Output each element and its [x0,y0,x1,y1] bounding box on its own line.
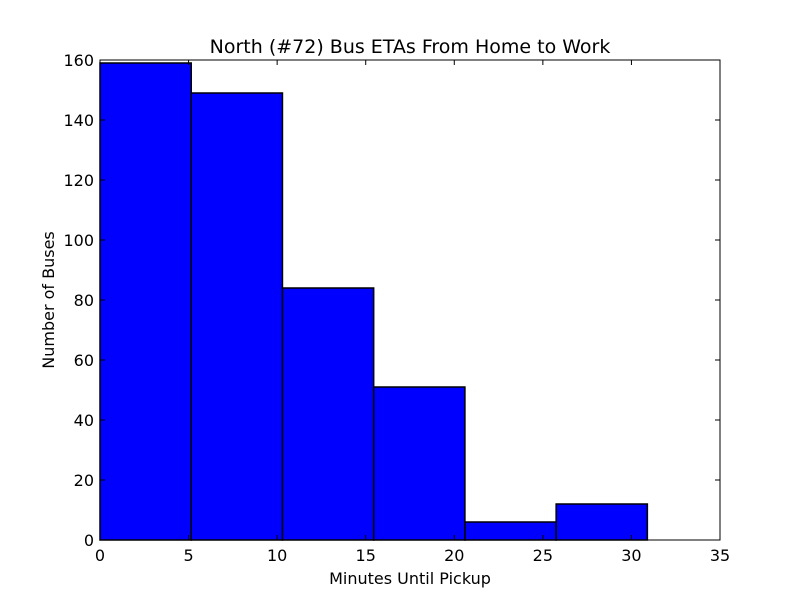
x-tick-label-30: 30 [621,546,641,565]
y-tick-label-20: 20 [74,471,94,490]
y-tick-label-60: 60 [74,351,94,370]
x-tick-label-35: 35 [710,546,730,565]
x-tick-label-20: 20 [444,546,464,565]
histogram-bar-3 [372,386,466,541]
x-tick-label-10: 10 [267,546,287,565]
plot-frame [99,59,721,541]
histogram-bar-0 [99,62,192,541]
x-tick-label-15: 15 [356,546,376,565]
y-tick-label-140: 140 [63,111,94,130]
y-tick-label-160: 160 [63,51,94,70]
y-axis-label: Number of Buses [39,231,58,369]
bars-group [99,62,649,541]
y-tick-label-0: 0 [84,531,94,550]
x-tick-label-0: 0 [95,546,105,565]
y-tick-label-100: 100 [63,231,94,250]
histogram-bar-5 [555,503,649,541]
x-axis-label: Minutes Until Pickup [329,569,491,588]
ticks-group: 0 5 10 15 20 25 30 35 0 20 40 60 80 100 120 140 160 [63,51,730,565]
y-tick-label-80: 80 [74,291,94,310]
y-tick-label-120: 120 [63,171,94,190]
histogram-bar-1 [190,92,284,541]
x-tick-label-25: 25 [533,546,553,565]
histogram-bar-2 [281,287,375,541]
y-tick-label-40: 40 [74,411,94,430]
chart-title: North (#72) Bus ETAs From Home to Work [210,36,611,58]
x-tick-label-5: 5 [183,546,193,565]
